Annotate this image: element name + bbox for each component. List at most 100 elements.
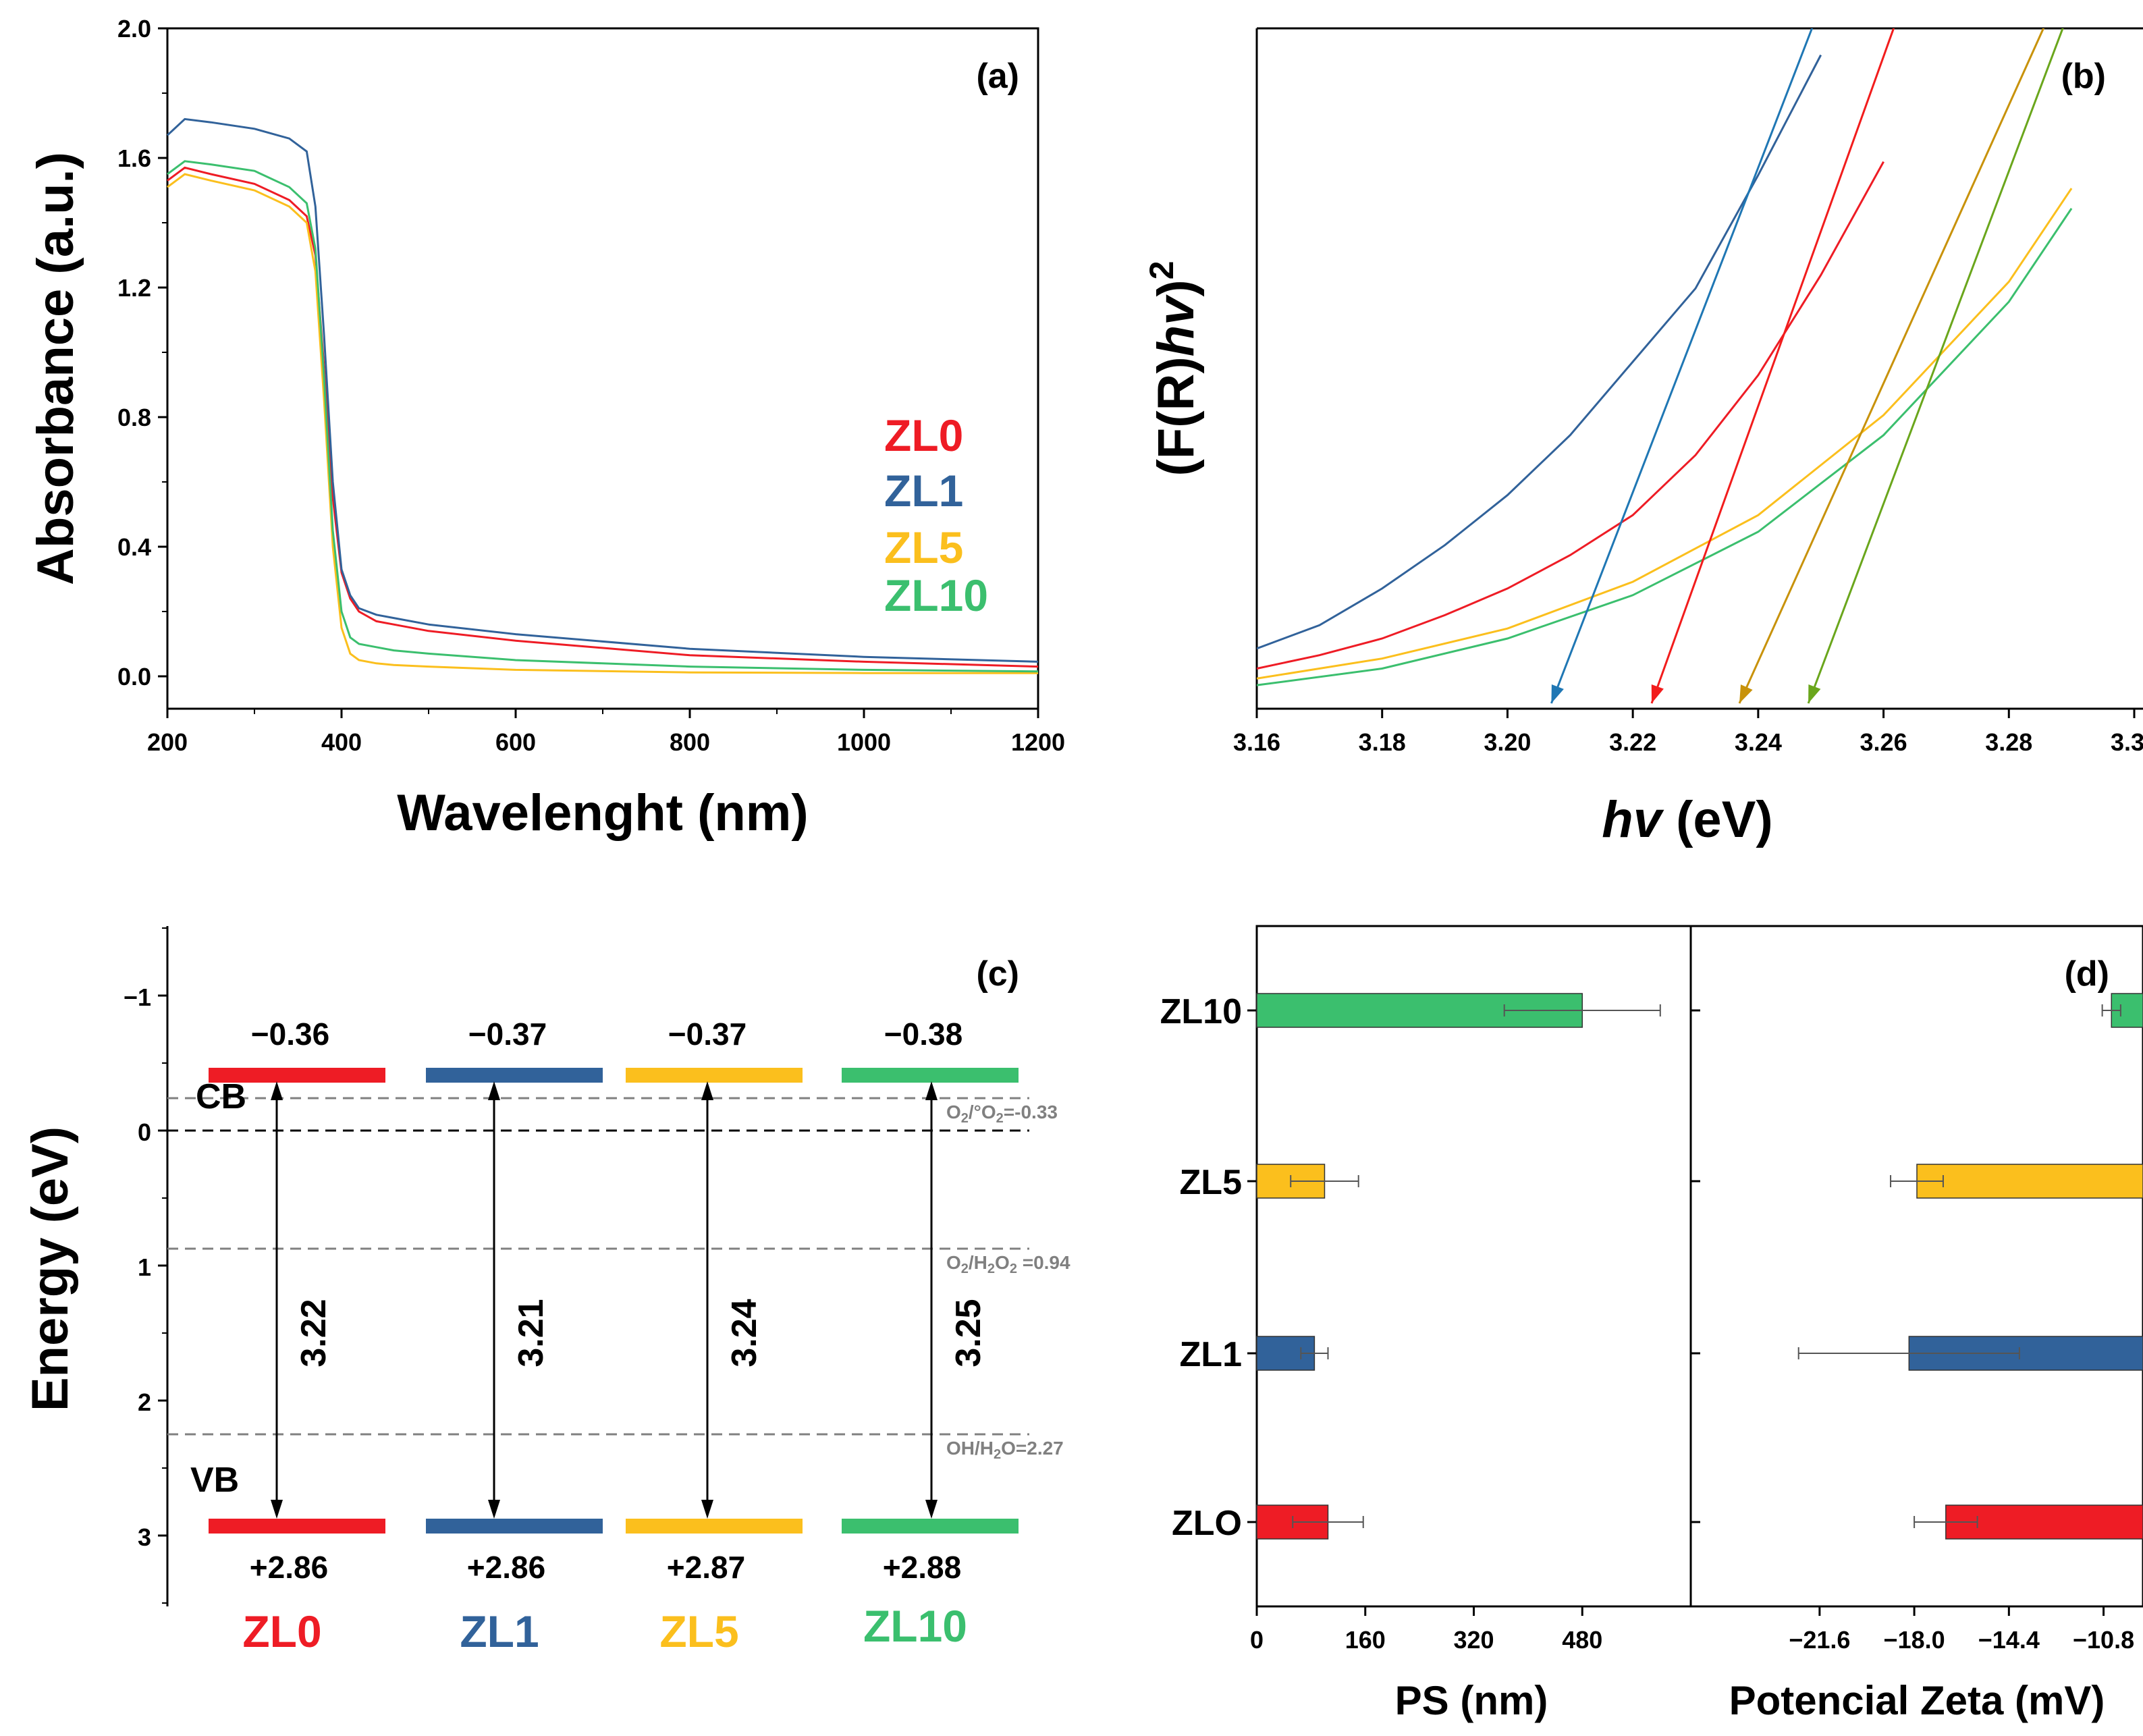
vb-value-zl10: +2.88 <box>883 1550 961 1585</box>
panel-c-ylabel: Energy (eV) <box>22 1127 79 1411</box>
gap-value-zl0: 3.22 <box>294 1299 333 1367</box>
vb-bar-zl10 <box>842 1519 1019 1534</box>
zeta-bar-zlo <box>1945 1504 2143 1540</box>
panel-d-content: ZLO ZL1 ZL5 ZL10 0 160 320 480 −21.6 −18.0 −14.4 −1… <box>1160 992 2143 1654</box>
x-tick-label: 3.16 <box>1233 728 1280 756</box>
vb-bar-zl5 <box>626 1519 803 1534</box>
y-tick-label: 1.6 <box>117 144 151 172</box>
gap-value-zl10: 3.25 <box>949 1299 988 1367</box>
absorbance-line-zl0 <box>167 166 1039 668</box>
x-tick-label: 3.26 <box>1860 728 1907 756</box>
gap-arrowhead-down <box>925 1500 938 1519</box>
zeta-bar-zl5 <box>1916 1164 2143 1199</box>
redox-label-part: =-0.33 <box>1004 1102 1058 1122</box>
panel-c-label: (c) <box>976 954 1019 994</box>
absorbance-line-zl10 <box>167 160 1039 673</box>
x-tick-label: 800 <box>670 728 710 756</box>
x-tick-label: 3.20 <box>1484 728 1531 756</box>
gap-arrowhead-up <box>488 1081 500 1100</box>
gap-arrowhead-up <box>271 1081 283 1100</box>
tauc-curve-zl1 <box>1257 54 1822 650</box>
panel-a-absorbance: 200 400 600 800 1000 1200 0.0 0.4 0.8 1.2 1.6 2.0 (… <box>27 15 1065 842</box>
panel-d-right-xlabel: Potencial Zeta (mV) <box>1729 1678 2105 1723</box>
category-label-zl1: ZL1 <box>1180 1335 1242 1374</box>
cb-value-zl1: −0.37 <box>468 1016 547 1052</box>
y-tick-label: 0.4 <box>117 533 151 561</box>
x-tick-label: 3.18 <box>1359 728 1406 756</box>
panel-a-label: (a) <box>976 57 1019 96</box>
energy-tick-label: −1 <box>124 983 151 1011</box>
tauc-curve-zl5 <box>1257 188 2073 680</box>
ps-tick-label: 160 <box>1345 1626 1386 1654</box>
panel-d-label: (d) <box>2065 954 2109 994</box>
energy-tick-label: 2 <box>138 1388 151 1416</box>
redox-label-part: 2 <box>961 1262 969 1276</box>
cb-bar-zl5 <box>626 1068 803 1083</box>
panel-a-curves <box>166 117 1039 674</box>
redox-label-part: O <box>946 1252 961 1273</box>
zeta-tick-label: −18.0 <box>1884 1626 1945 1654</box>
redox-label-part: O <box>946 1102 961 1122</box>
ps-tick-label: 320 <box>1453 1626 1494 1654</box>
redox-label-part: O=2.27 <box>1001 1438 1064 1459</box>
cb-value-zl10: −0.38 <box>884 1016 962 1052</box>
redox-label-part: 2 <box>1010 1262 1017 1276</box>
tangent-arrow-zl10 <box>1808 684 1821 703</box>
x-tick-label: 3.28 <box>1985 728 2032 756</box>
sample-label-zl0: ZL0 <box>242 1606 321 1656</box>
redox-label-part: /H <box>969 1252 987 1273</box>
sample-label-zl5: ZL5 <box>659 1606 738 1656</box>
x-tick-label: 1200 <box>1011 728 1065 756</box>
gap-arrowhead-down <box>701 1500 713 1519</box>
redox-label-part: 2 <box>996 1111 1004 1126</box>
panel-d-left-xlabel: PS (nm) <box>1395 1678 1548 1723</box>
cb-value-zl5: −0.37 <box>668 1016 747 1052</box>
panel-b-ylabel: (F(R)hv)2 <box>1143 261 1205 476</box>
redox-label-part: 2 <box>961 1111 969 1126</box>
category-label-zlo: ZLO <box>1172 1504 1242 1543</box>
panel-d-frame <box>1255 925 2143 1608</box>
panel-b-ticks: 3.16 3.18 3.20 3.22 3.24 3.26 3.28 3.30 <box>1233 709 2143 756</box>
redox-label-part: =0.94 <box>1017 1252 1070 1273</box>
panel-b-label: (b) <box>2061 57 2106 96</box>
tangent-line-zl1 <box>1550 28 1814 704</box>
gap-value-zl1: 3.21 <box>512 1299 551 1367</box>
category-label-zl10: ZL10 <box>1160 992 1242 1031</box>
vb-value-zl1: +2.86 <box>467 1550 545 1585</box>
x-tick-label: 200 <box>147 728 188 756</box>
tangent-arrow-zl0 <box>1651 684 1664 703</box>
vb-value-zl5: +2.87 <box>667 1550 745 1585</box>
redox-label-part: /°O <box>969 1102 996 1122</box>
legend-zl5: ZL5 <box>884 522 963 572</box>
y-tick-label: 1.2 <box>117 274 151 302</box>
tangent-arrow-zl5 <box>1739 684 1753 703</box>
category-label-zl5: ZL5 <box>1180 1163 1242 1202</box>
cb-bar-zl10 <box>842 1068 1019 1083</box>
vb-bar-zl1 <box>426 1519 603 1534</box>
absorbance-line-zl5 <box>167 173 1038 674</box>
x-tick-label: 3.30 <box>2111 728 2143 756</box>
tangent-line-zl0 <box>1650 28 1895 704</box>
gap-arrowhead-down <box>271 1500 283 1519</box>
zeta-tick-label: −10.8 <box>2073 1626 2134 1654</box>
ps-tick-label: 0 <box>1250 1626 1264 1654</box>
panel-d-bars: ZLO ZL1 ZL5 ZL10 0 160 320 480 −21.6 −18.0 −14.4 −1… <box>1160 925 2143 1723</box>
x-tick-label: 1000 <box>837 728 891 756</box>
vb-value-zl0: +2.86 <box>250 1550 328 1585</box>
redox-label-part: 2 <box>987 1262 995 1276</box>
tauc-curve-zl0 <box>1257 161 1884 670</box>
legend-zl0: ZL0 <box>884 410 963 460</box>
panel-a-legend: ZL0 ZL1 ZL5 ZL10 <box>884 410 988 620</box>
y-tick-label: 0.0 <box>117 663 151 690</box>
redox-label: O2/°O2=-0.33 <box>946 1102 1058 1126</box>
gap-arrowhead-up <box>701 1081 713 1100</box>
x-tick-label: 3.22 <box>1609 728 1656 756</box>
absorbance-line-zl1 <box>166 117 1039 663</box>
gap-arrowhead-up <box>925 1081 938 1100</box>
x-tick-label: 600 <box>495 728 536 756</box>
gap-arrowhead-down <box>488 1500 500 1519</box>
panel-a-ticks: 200 400 600 800 1000 1200 0.0 0.4 0.8 1.2 1.6 2.0 <box>117 15 1065 756</box>
